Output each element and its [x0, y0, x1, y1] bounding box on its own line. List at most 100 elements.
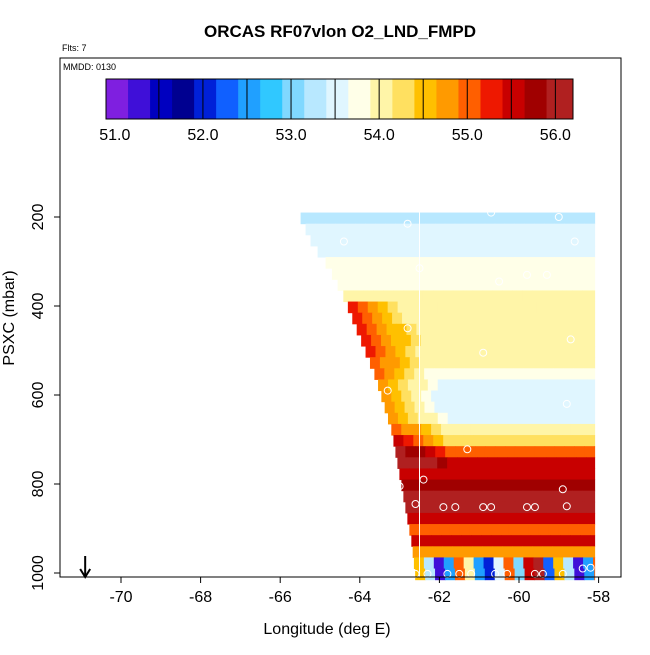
- heatmap-cell: [483, 368, 495, 380]
- heatmap-cell: [417, 412, 429, 425]
- heatmap-cell: [437, 457, 448, 469]
- heatmap-cell: [310, 212, 321, 225]
- heatmap-cell: [563, 401, 575, 414]
- flight-point: [578, 564, 587, 573]
- heatmap-cell: [337, 279, 349, 291]
- heatmap-cell: [384, 368, 395, 380]
- heatmap-cell: [510, 535, 522, 547]
- heatmap-cell: [372, 312, 383, 325]
- heatmap-cell: [347, 301, 359, 314]
- heatmap-cell: [520, 479, 532, 492]
- heatmap-cell: [390, 212, 401, 225]
- colorbar-swatch: [172, 79, 195, 119]
- heatmap-cell: [506, 512, 518, 525]
- heatmap-cell: [423, 490, 434, 503]
- heatmap-cell: [574, 223, 585, 236]
- heatmap-cell: [560, 334, 571, 347]
- heatmap-cell: [555, 323, 567, 336]
- heatmap-cell: [522, 290, 533, 303]
- heatmap-cell: [523, 557, 534, 570]
- heatmap-cell: [570, 390, 581, 403]
- colorbar-swatch: [260, 79, 283, 119]
- heatmap-cell: [544, 568, 555, 581]
- colorbar-swatch: [524, 79, 547, 119]
- heatmap-cell: [527, 412, 538, 425]
- heatmap-cell: [501, 312, 512, 325]
- heatmap-cell: [550, 390, 561, 403]
- heatmap-cell: [522, 546, 533, 558]
- heatmap-cell: [584, 568, 595, 581]
- heatmap-cell: [502, 490, 514, 503]
- heatmap-cell: [429, 234, 441, 247]
- heatmap-cell: [540, 268, 552, 280]
- heatmap-cell: [549, 234, 560, 247]
- heatmap-cell: [556, 279, 567, 291]
- heatmap-cell: [390, 334, 402, 347]
- heatmap-cell: [504, 257, 516, 269]
- heatmap-cell: [457, 379, 469, 392]
- heatmap-cell: [560, 390, 571, 403]
- heatmap-cell: [477, 379, 488, 392]
- heatmap-cell: [588, 524, 596, 536]
- heatmap-cell: [427, 512, 438, 525]
- heatmap-cell: [456, 323, 467, 336]
- heatmap-cell: [474, 401, 485, 414]
- heatmap-cell: [380, 234, 391, 247]
- heatmap-cell: [484, 501, 496, 514]
- heatmap-cell: [353, 290, 364, 303]
- heatmap-cell: [449, 524, 460, 536]
- heatmap-cell: [371, 268, 383, 280]
- heatmap-cell: [387, 412, 399, 425]
- heatmap-cell: [315, 223, 326, 236]
- heatmap-cell: [370, 212, 381, 225]
- heatmap-cell: [407, 457, 418, 469]
- heatmap-cell: [371, 334, 382, 347]
- heatmap-cell: [572, 435, 583, 447]
- colorbar-swatch: [282, 79, 305, 119]
- heatmap-cell: [539, 357, 550, 369]
- heatmap-cell: [482, 435, 494, 447]
- heatmap-cell: [424, 223, 436, 236]
- heatmap-cell: [467, 457, 478, 469]
- flight-point: [403, 219, 412, 228]
- heatmap-cell: [539, 212, 550, 225]
- heatmap-cell: [447, 301, 458, 314]
- heatmap-cell: [579, 212, 590, 225]
- heatmap-cell: [559, 212, 570, 225]
- heatmap-cell: [456, 245, 468, 258]
- heatmap-cell: [533, 401, 545, 414]
- heatmap-cell: [504, 446, 516, 458]
- flight-point: [562, 502, 571, 511]
- heatmap-cell: [594, 257, 596, 269]
- heatmap-cell: [556, 245, 567, 258]
- heatmap-cell: [492, 290, 504, 303]
- heatmap-cell: [419, 357, 431, 369]
- heatmap-cell: [583, 368, 594, 380]
- heatmap-cell: [427, 379, 439, 392]
- heatmap-cell: [574, 501, 585, 514]
- heatmap-cell: [377, 279, 388, 291]
- heatmap-cell: [509, 212, 520, 225]
- heatmap-cell: [566, 457, 578, 469]
- heatmap-cell: [441, 535, 452, 547]
- heatmap-cell: [550, 535, 562, 547]
- heatmap-cell: [540, 334, 551, 347]
- heatmap-cell: [467, 379, 479, 392]
- heatmap-cell: [441, 390, 452, 403]
- heatmap-cell: [526, 245, 538, 258]
- heatmap-cell: [529, 234, 540, 247]
- heatmap-cell: [445, 346, 456, 358]
- heatmap-cell: [520, 268, 532, 280]
- heatmap-cell: [534, 346, 546, 358]
- heatmap-cell: [399, 468, 410, 481]
- heatmap-cell: [357, 301, 369, 314]
- heatmap-cell: [582, 435, 593, 447]
- heatmap-cell: [446, 245, 458, 258]
- heatmap-cell: [520, 390, 532, 403]
- heatmap-cell: [530, 479, 542, 492]
- heatmap-cell: [421, 535, 432, 547]
- heatmap-cell: [544, 501, 556, 514]
- heatmap-cell: [335, 223, 346, 236]
- heatmap-cell: [377, 245, 388, 258]
- heatmap-cell: [367, 301, 379, 314]
